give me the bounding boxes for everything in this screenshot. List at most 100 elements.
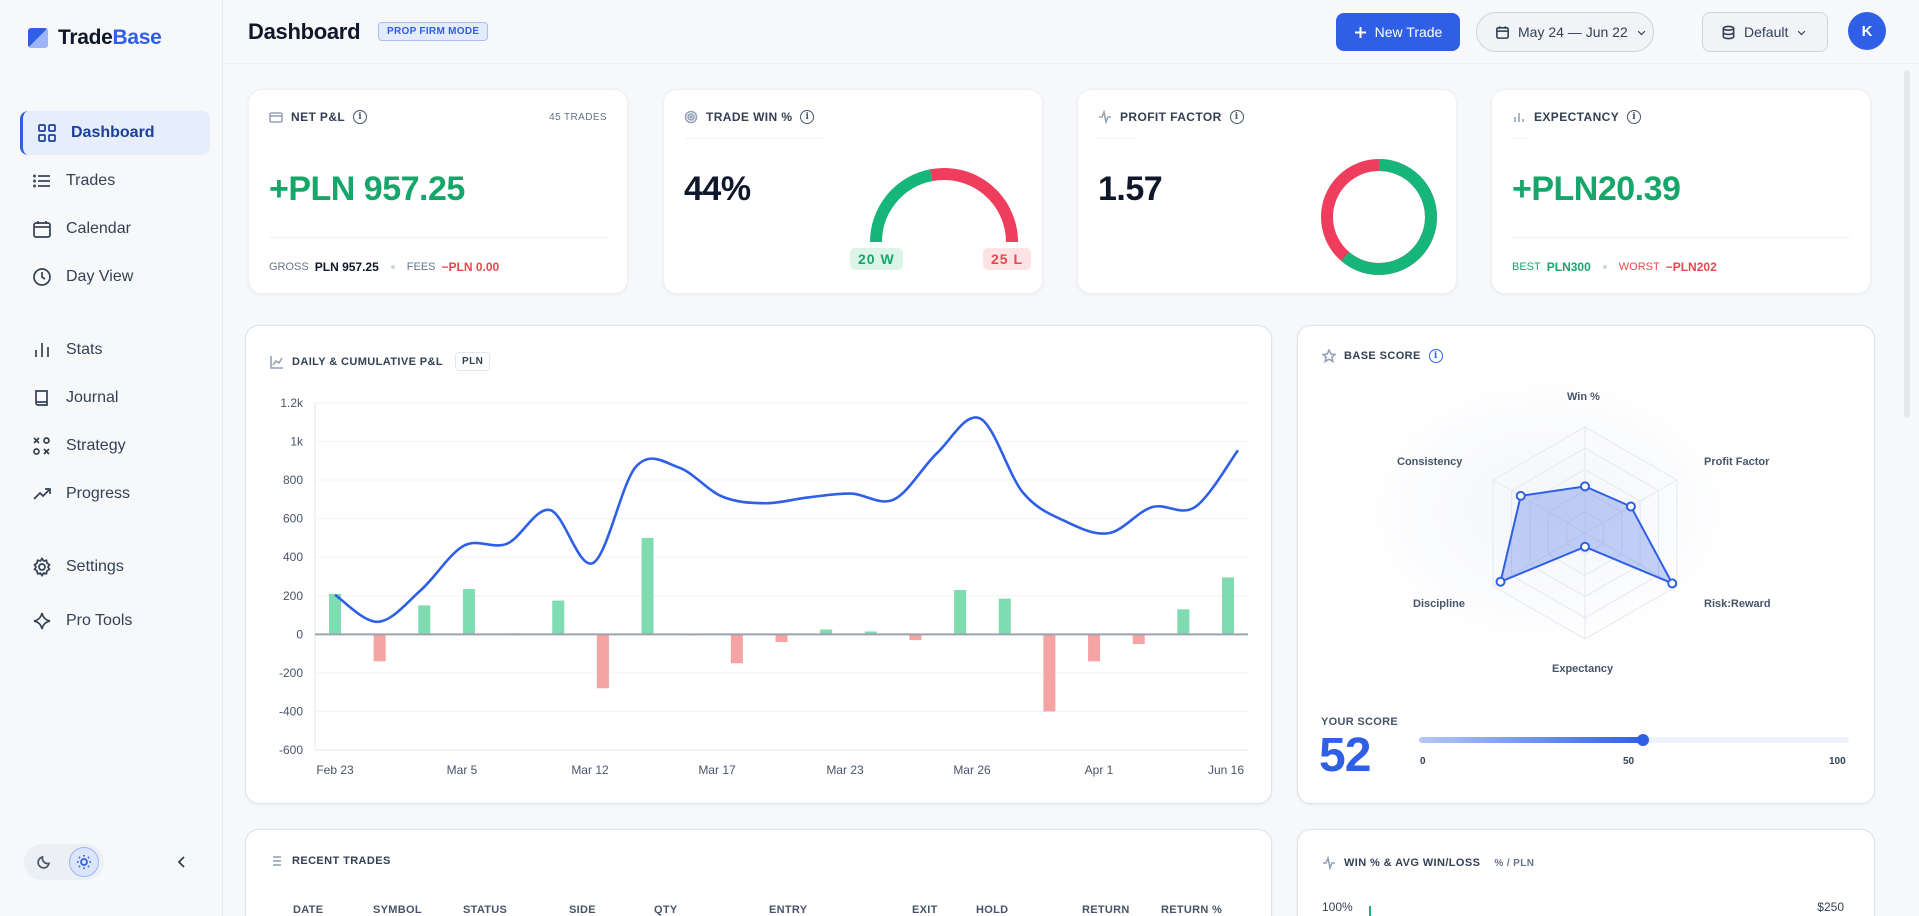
right-axis-tick: $250 [1817, 900, 1844, 914]
sidebar-item-calendar[interactable]: Calendar [20, 207, 210, 251]
theme-toggle [24, 844, 104, 880]
column-header[interactable]: RETURN [1082, 904, 1130, 916]
clock-icon [33, 268, 51, 286]
sidebar-item-trades[interactable]: Trades [20, 159, 210, 203]
pnl-chart: 1.2k 1k 800 600 400 200 0 -200 -400 -600 Feb 23 Mar… [279, 396, 1248, 777]
date-range-picker[interactable]: May 24 — Jun 22 [1476, 12, 1654, 52]
sidebar-item-settings[interactable]: Settings [20, 545, 210, 589]
light-mode-button[interactable] [69, 847, 99, 877]
net-pnl-card: NET P&L i 45 TRADES +PLN 957.25 GROSS PL… [248, 89, 628, 294]
info-icon[interactable]: i [353, 110, 368, 124]
column-header[interactable]: HOLD [976, 904, 1009, 916]
moon-icon [37, 855, 51, 869]
app-logo[interactable]: TradeBase [28, 26, 162, 50]
net-pnl-breakdown: GROSS PLN 957.25 FEES −PLN 0.00 [269, 260, 499, 274]
column-header[interactable]: RETURN % [1161, 904, 1223, 916]
y-tick-label: 600 [283, 512, 303, 526]
score-bar [1419, 734, 1849, 746]
profit-bar [998, 598, 1011, 635]
sidebar-item-dashboard[interactable]: Dashboard [20, 111, 210, 155]
target-icon [684, 110, 698, 124]
card-header: PROFIT FACTOR i [1098, 110, 1244, 124]
column-header[interactable]: QTY [654, 904, 678, 916]
sidebar-item-strategy[interactable]: Strategy [20, 424, 210, 468]
new-trade-label: New Trade [1374, 24, 1443, 40]
x-tick-label: Apr 1 [1085, 763, 1114, 777]
radar-spoke [1492, 479, 1586, 534]
expectancy-breakdown: BEST PLN300 WORST −PLN202 [1512, 260, 1717, 274]
card-header: NET P&L i [269, 110, 368, 124]
scale-min: 0 [1420, 756, 1426, 767]
page-scrollbar[interactable] [1904, 70, 1910, 418]
y-tick-label: 1.2k [280, 396, 304, 410]
card-title: EXPECTANCY [1534, 110, 1620, 124]
card-title: TRADE WIN % [706, 110, 793, 124]
account-selector[interactable]: Default [1702, 12, 1828, 52]
info-icon[interactable]: i [800, 110, 815, 124]
score-bar-fill [1419, 737, 1643, 743]
page-title: Dashboard [248, 19, 361, 44]
info-icon[interactable]: i [1428, 349, 1443, 363]
radar-point [1667, 578, 1678, 589]
expectancy-card: EXPECTANCY i +PLN20.39 BEST PLN300 WORST… [1491, 89, 1871, 294]
sun-icon [77, 855, 91, 869]
your-score-label: YOUR SCORE [1321, 716, 1398, 728]
card-header: EXPECTANCY i [1512, 110, 1642, 124]
profit-bar [820, 629, 833, 635]
radar-score-area [1499, 485, 1675, 586]
column-header[interactable]: ENTRY [769, 904, 808, 916]
units-label: % / PLN [1494, 857, 1535, 869]
sidebar-item-day-view[interactable]: Day View [20, 255, 210, 299]
sidebar-item-label: Day View [66, 268, 134, 285]
y-tick-label: 0 [296, 627, 303, 641]
y-tick-label: 400 [283, 550, 303, 564]
column-header[interactable]: DATE [293, 904, 324, 916]
profit-factor-donut [1321, 159, 1437, 275]
info-icon[interactable]: i [1229, 110, 1244, 124]
header: Dashboard PROP FIRM MODE New Trade May 2… [224, 0, 1919, 64]
winloss-card: WIN % & AVG WIN/LOSS % / PLN 100% $250 [1297, 829, 1875, 916]
column-header[interactable]: SIDE [569, 904, 596, 916]
column-header[interactable]: EXIT [912, 904, 938, 916]
radar-axis-label: Risk:Reward [1704, 598, 1771, 610]
user-avatar[interactable]: K [1848, 12, 1886, 50]
book-icon [35, 390, 48, 406]
sidebar-item-label: Stats [66, 341, 103, 358]
sidebar-item-progress[interactable]: Progress [20, 472, 210, 516]
profit-bar [1177, 609, 1190, 635]
y-tick-label: 800 [283, 473, 303, 487]
sidebar-item-pro-tools[interactable]: Pro Tools [20, 599, 210, 643]
trending-up-icon [33, 488, 51, 500]
y-tick-label: -200 [279, 666, 303, 680]
logo-icon [28, 28, 48, 48]
sidebar-item-stats[interactable]: Stats [20, 328, 210, 372]
x-tick-label: Mar 12 [571, 763, 609, 777]
fees-value: −PLN 0.00 [441, 260, 500, 274]
profit-factor-card: PROFIT FACTOR i 1.57 [1077, 89, 1457, 294]
column-header[interactable]: SYMBOL [373, 904, 422, 916]
card-title: NET P&L [291, 110, 346, 124]
fees-label: FEES [406, 261, 436, 273]
recent-trades-card: RECENT TRADES [245, 829, 1272, 916]
dark-mode-button[interactable] [29, 847, 59, 877]
wins-badge: 20 W [850, 248, 903, 270]
grid-icon [38, 124, 56, 142]
profit-bar [1222, 577, 1234, 635]
radar-axis-label: Expectancy [1552, 663, 1614, 675]
info-icon[interactable]: i [1627, 110, 1642, 124]
card-header: WIN % & AVG WIN/LOSS % / PLN [1322, 856, 1534, 870]
calendar-icon [33, 221, 51, 238]
radar-point [1515, 490, 1526, 501]
x-tick-label: Jun 16 [1208, 763, 1244, 777]
sidebar-item-journal[interactable]: Journal [20, 376, 210, 420]
strategy-icon [33, 437, 50, 455]
x-tick-label: Feb 23 [316, 763, 354, 777]
gauge-loss-arc [930, 168, 1018, 243]
currency-badge: PLN [455, 352, 491, 371]
collapse-sidebar-button[interactable] [172, 852, 192, 872]
radar-axis-label: Discipline [1413, 598, 1465, 610]
column-header[interactable]: STATUS [463, 904, 508, 916]
divider [1512, 237, 1850, 238]
radar-backdrop [1348, 366, 1748, 656]
new-trade-button[interactable]: New Trade [1336, 13, 1460, 51]
